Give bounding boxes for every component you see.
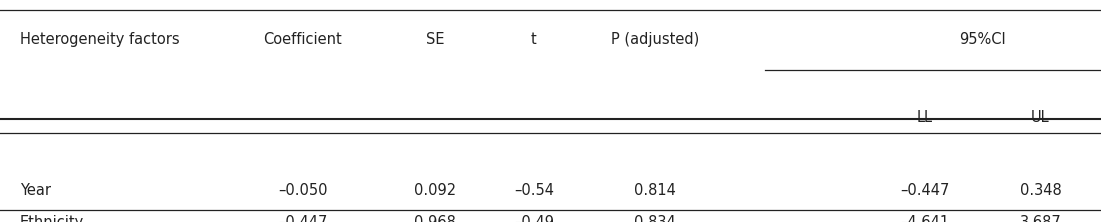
Text: 0.348: 0.348 [1020,183,1061,198]
Text: P (adjusted): P (adjusted) [611,32,699,48]
Text: –0.447: –0.447 [901,183,949,198]
Text: UL: UL [1032,110,1049,125]
Text: Heterogeneity factors: Heterogeneity factors [20,32,179,48]
Text: 0.092: 0.092 [414,183,456,198]
Text: –0.49: –0.49 [514,214,554,222]
Text: 0.968: 0.968 [414,214,456,222]
Text: LL: LL [917,110,933,125]
Text: –0.54: –0.54 [514,183,554,198]
Text: 0.834: 0.834 [634,214,676,222]
Text: 95%CI: 95%CI [959,32,1006,48]
Text: t: t [531,32,537,48]
Text: –0.447: –0.447 [279,214,327,222]
Text: Year: Year [20,183,51,198]
Text: 0.814: 0.814 [634,183,676,198]
Text: 3.687: 3.687 [1020,214,1061,222]
Text: SE: SE [426,32,444,48]
Text: Coefficient: Coefficient [263,32,342,48]
Text: –4.641: –4.641 [901,214,949,222]
Text: –0.050: –0.050 [279,183,327,198]
Text: Ethnicity: Ethnicity [20,214,84,222]
